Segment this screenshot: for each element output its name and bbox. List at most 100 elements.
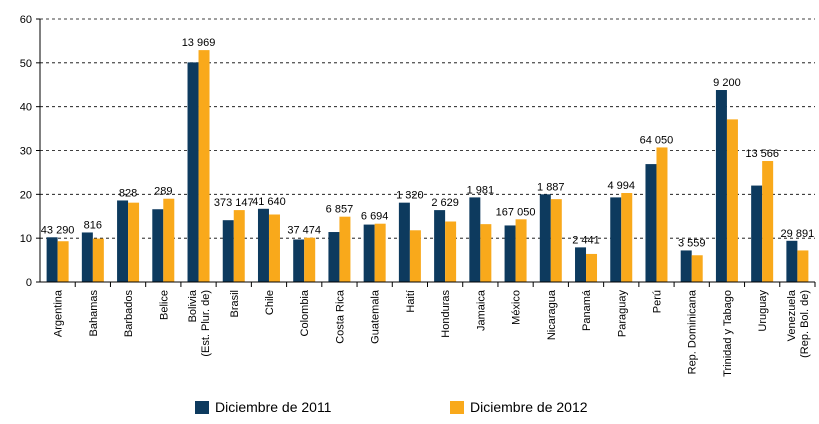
annotation: 29 891 [781, 228, 815, 240]
x-tick-label: Haití [405, 290, 417, 313]
x-tick-label: Bahamas [88, 290, 100, 337]
bar [268, 214, 280, 282]
annotation: 167 050 [496, 206, 536, 218]
bar [398, 202, 410, 282]
annotation: 4 994 [607, 180, 635, 192]
annotation: 43 290 [41, 224, 75, 236]
bar [645, 164, 657, 282]
x-tick-label: Uruguay [757, 290, 769, 332]
annotation: 1 981 [467, 184, 495, 196]
annotation: 13 566 [745, 148, 779, 160]
annotation: 2 629 [431, 197, 459, 209]
annotation: 3 559 [678, 237, 706, 249]
x-tick-label: Rep. Dominicana [687, 289, 699, 374]
x-tick-label: Colombia [299, 289, 311, 336]
bar [257, 208, 269, 282]
y-tick-label: 60 [20, 14, 32, 26]
bar [152, 209, 164, 282]
bar [57, 241, 69, 282]
bar [656, 147, 668, 282]
bar [434, 210, 446, 282]
bar [128, 202, 140, 282]
y-tick-label: 0 [26, 277, 32, 289]
x-tick-label: Costa Rica [334, 289, 346, 344]
bar [222, 220, 234, 282]
x-tick-label: Nicaragua [546, 289, 558, 340]
bar [409, 230, 421, 282]
bar [715, 90, 727, 282]
x-tick-label: Bolivia(Est. Plur. de) [187, 289, 212, 357]
bar [163, 198, 175, 282]
bar [46, 237, 58, 282]
bar [762, 161, 774, 282]
annotation: 2 441 [572, 234, 600, 246]
annotation: 1 887 [537, 181, 565, 193]
bar [198, 50, 210, 282]
bar [233, 210, 245, 282]
annotation: 41 640 [252, 196, 286, 208]
bar [304, 237, 316, 282]
x-tick-label: Belice [158, 290, 170, 320]
bar [550, 199, 562, 282]
bar [691, 255, 703, 282]
x-tick-label: Barbados [123, 290, 135, 338]
bar [328, 232, 340, 282]
x-tick-label: Jamaica [475, 289, 487, 331]
bar [797, 250, 809, 282]
bar [469, 197, 481, 282]
x-tick-label: Trinidad y Tabago [722, 290, 734, 377]
y-tick-label: 10 [20, 233, 32, 245]
legend-label: Diciembre de 2012 [470, 399, 588, 415]
x-tick-label: Paraguay [616, 290, 628, 338]
x-tick-label: Perú [651, 290, 663, 313]
bar [374, 223, 386, 282]
y-tick-label: 20 [20, 189, 32, 201]
y-tick-label: 50 [20, 58, 32, 70]
bar [187, 62, 199, 282]
annotation: 816 [84, 219, 102, 231]
x-tick-label: Panamá [581, 289, 593, 331]
annotation: 13 969 [182, 37, 216, 49]
x-tick-label: México [511, 290, 523, 325]
x-tick-label: Venezuela(Rep. Bol. de) [786, 289, 811, 358]
annotation: 289 [154, 186, 172, 198]
bar [786, 240, 798, 282]
annotation: 373 147 [214, 197, 254, 209]
bar [621, 193, 633, 282]
bar [117, 200, 129, 282]
bar [680, 250, 692, 282]
bar [339, 216, 351, 282]
bar [539, 194, 551, 282]
bar [363, 224, 375, 282]
x-tick-label: Guatemala [370, 289, 382, 344]
bar [92, 238, 104, 282]
annotation: 64 050 [640, 134, 674, 146]
legend-swatch [450, 401, 464, 414]
bar [81, 232, 93, 282]
annotation: 9 200 [713, 77, 741, 89]
x-tick-label: Honduras [440, 290, 452, 338]
bar [515, 219, 527, 282]
annotation: 828 [119, 187, 137, 199]
bar [726, 119, 738, 283]
legend-label: Diciembre de 2011 [215, 399, 332, 415]
bar [480, 224, 492, 282]
bar [751, 185, 763, 282]
x-tick-label: Brasil [229, 290, 241, 318]
annotation: 6 857 [326, 204, 354, 216]
bar [293, 239, 305, 282]
x-tick-label: Chile [264, 290, 276, 315]
x-tick-label: Argentina [53, 289, 65, 337]
annotation: 1 320 [396, 190, 424, 202]
bar [504, 225, 516, 282]
legend-swatch [195, 401, 209, 414]
bar [575, 247, 587, 282]
y-tick-label: 40 [20, 102, 32, 114]
bar [445, 221, 457, 282]
annotation: 37 474 [287, 225, 321, 237]
bar [586, 253, 598, 282]
y-tick-label: 30 [20, 146, 32, 158]
annotation: 6 694 [361, 211, 389, 223]
bar [610, 197, 622, 282]
